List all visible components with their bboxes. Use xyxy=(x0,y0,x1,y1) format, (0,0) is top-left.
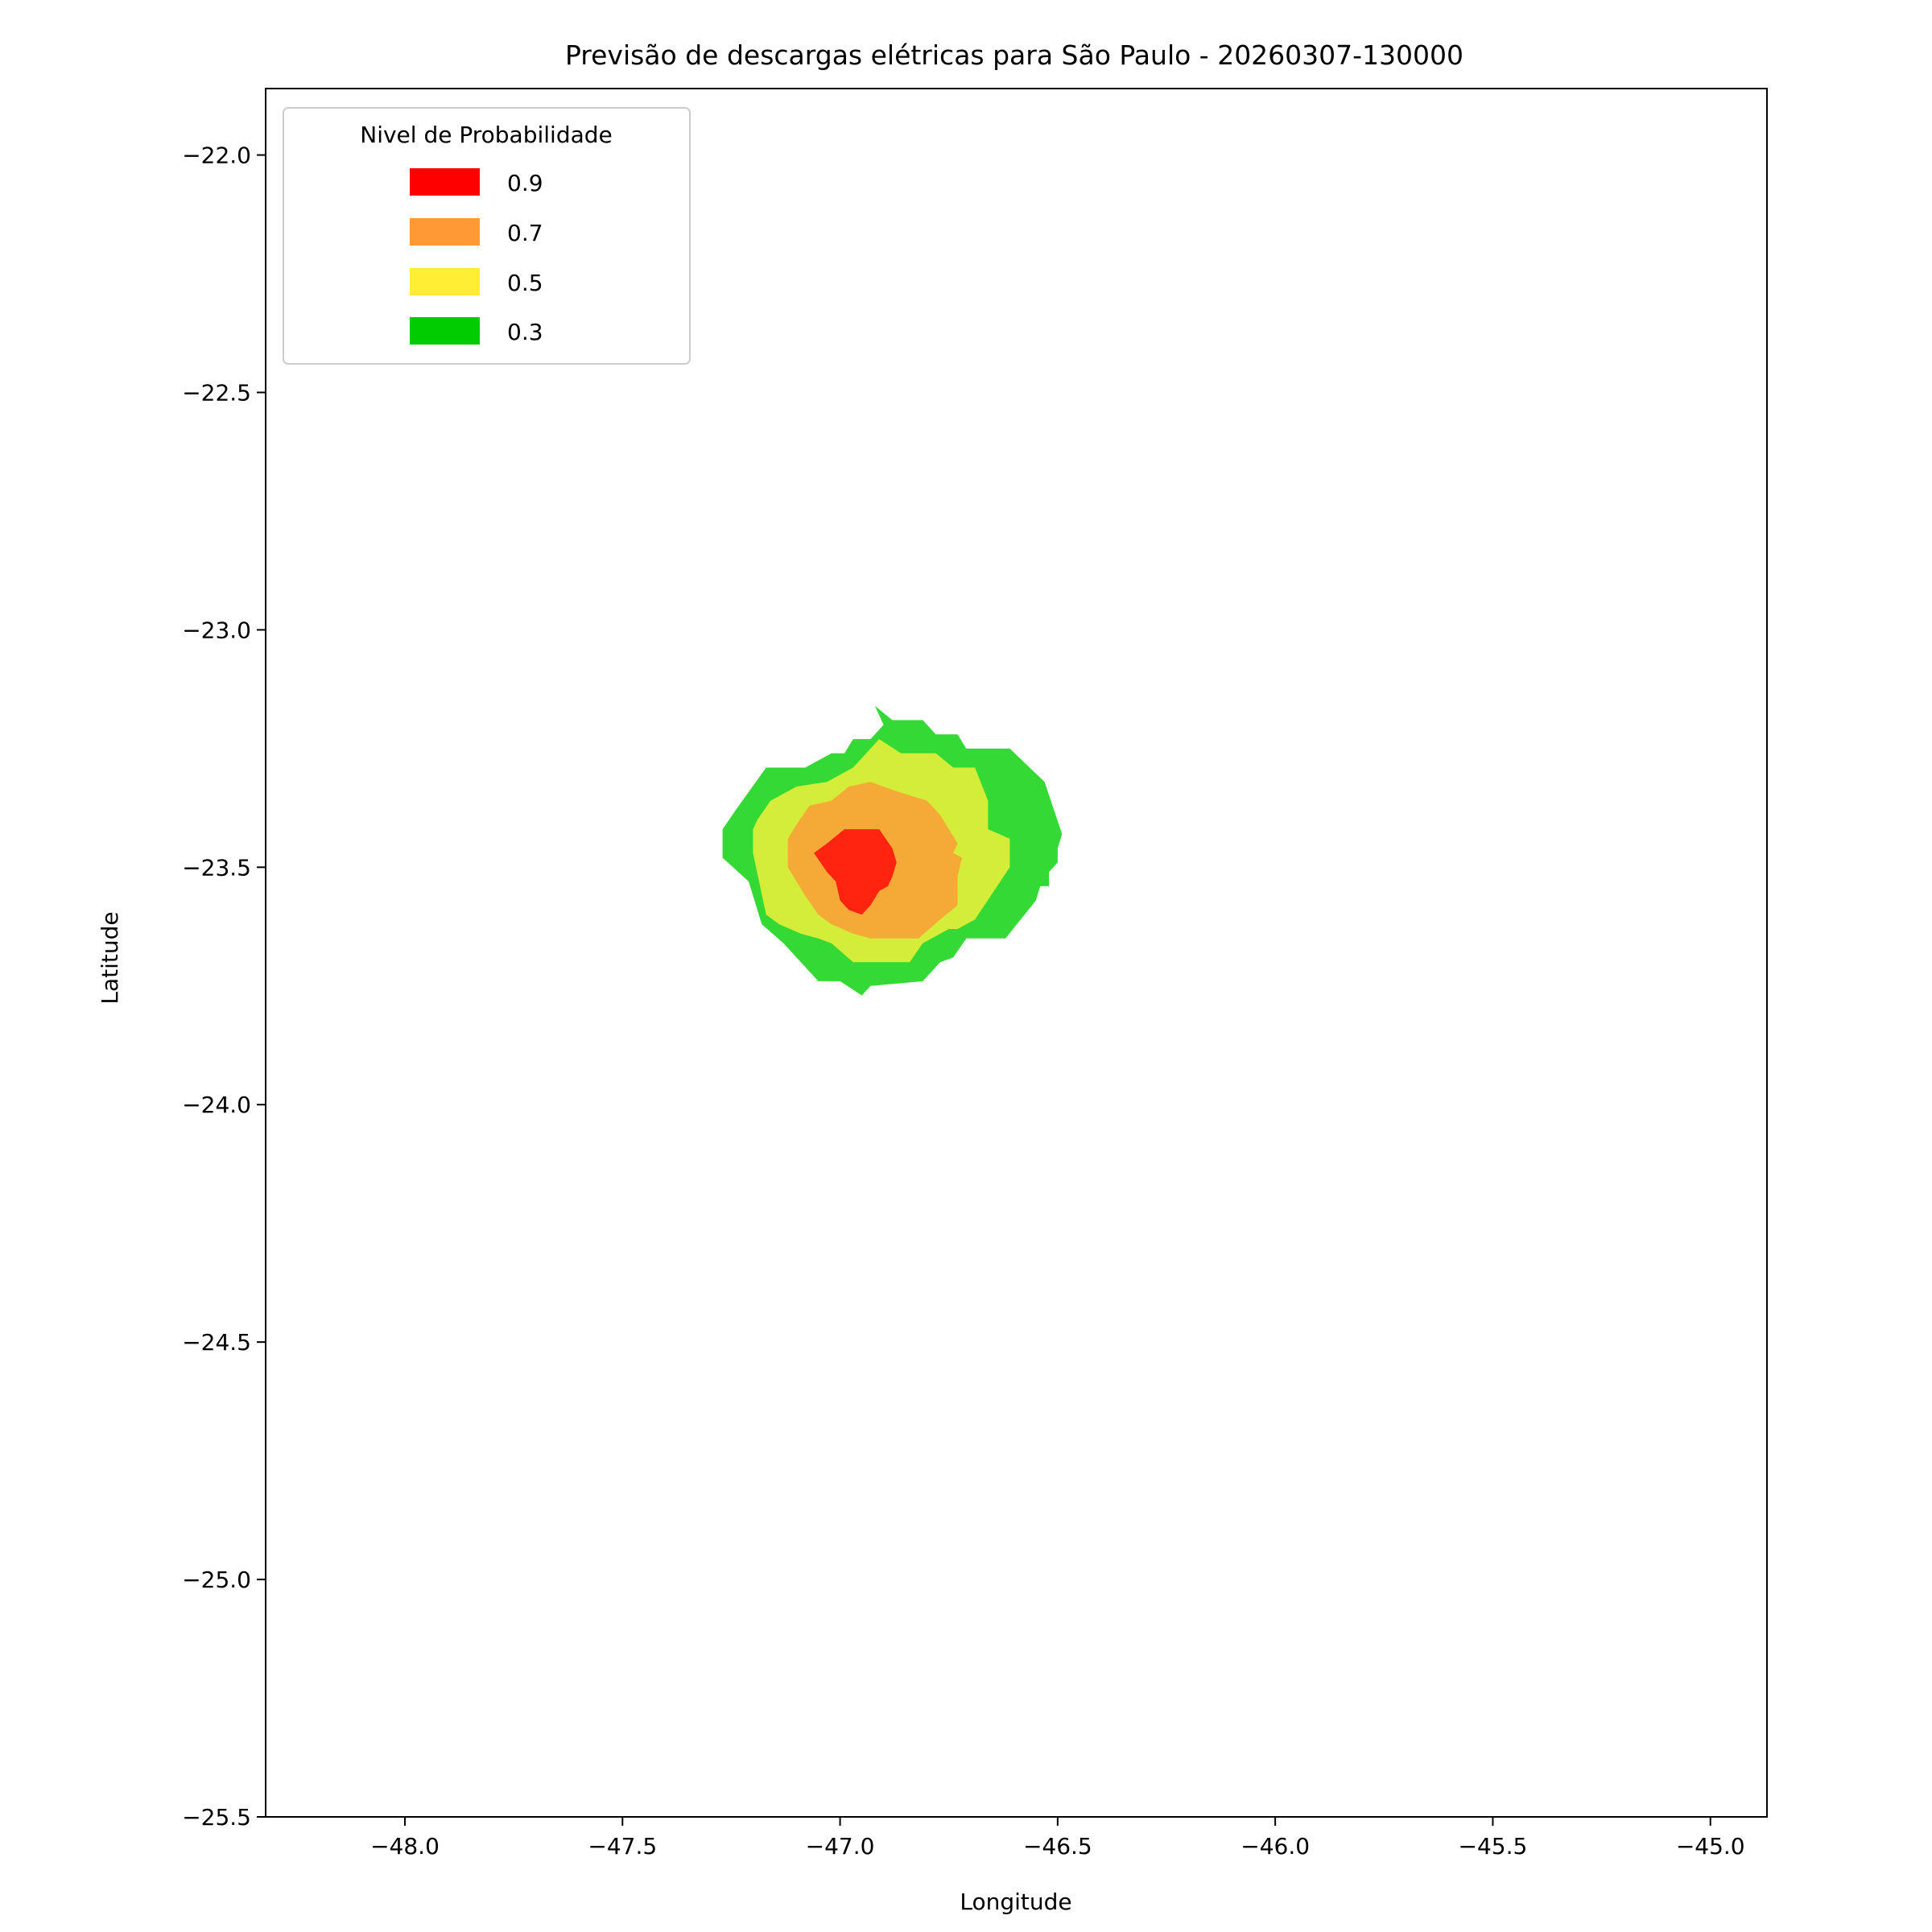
y-axis-label: Latitude xyxy=(97,911,123,1004)
legend-swatch-0.3 xyxy=(410,317,480,345)
plot-area xyxy=(265,88,1768,1818)
x-tick-label: −46.0 xyxy=(1241,1833,1310,1860)
x-tick-label: −47.0 xyxy=(806,1833,875,1860)
plot-frame xyxy=(265,88,1768,1818)
legend-swatch-0.9 xyxy=(410,168,480,196)
x-tick-label: −45.0 xyxy=(1676,1833,1745,1860)
contour-layers xyxy=(722,705,1063,996)
y-tick-label: −24.5 xyxy=(182,1329,251,1356)
legend-swatch-0.5 xyxy=(410,268,480,295)
legend-title: Nivel de Probabilidade xyxy=(360,122,613,148)
x-tick-label: −46.5 xyxy=(1023,1833,1092,1860)
y-axis: −22.0 −22.5 −23.0 −23.5 −24.0 −24.5 −25.0 −25.5 xyxy=(182,142,266,1831)
y-tick-label: −24.0 xyxy=(182,1092,251,1118)
contour-level-0.9 xyxy=(814,829,897,915)
x-tick-label: −48.0 xyxy=(370,1833,440,1860)
x-tick-label: −45.5 xyxy=(1459,1833,1528,1860)
legend-label-0.7: 0.7 xyxy=(507,220,543,246)
y-tick-label: −25.5 xyxy=(182,1804,251,1831)
legend-label-0.9: 0.9 xyxy=(507,170,543,196)
legend-label-0.5: 0.5 xyxy=(507,270,543,296)
legend-label-0.3: 0.3 xyxy=(507,319,543,345)
y-tick-label: −25.0 xyxy=(182,1567,251,1593)
legend: Nivel de Probabilidade 0.9 0.7 0.5 0.3 xyxy=(283,107,691,365)
legend-swatch-0.7 xyxy=(410,218,480,246)
y-tick-label: −23.5 xyxy=(182,854,251,881)
x-tick-label: −47.5 xyxy=(588,1833,657,1860)
chart-title: Previsão de descargas elétricas para São… xyxy=(565,39,1463,71)
x-axis-label: Longitude xyxy=(960,1889,1071,1915)
x-axis: −48.0 −47.5 −47.0 −46.5 −46.0 −45.5 −45.0 xyxy=(370,1817,1745,1860)
y-tick-label: −22.5 xyxy=(182,379,251,406)
y-tick-label: −23.0 xyxy=(182,617,251,643)
plot-background xyxy=(266,89,1767,1817)
legend-box xyxy=(283,107,691,365)
y-tick-label: −22.0 xyxy=(182,142,251,169)
